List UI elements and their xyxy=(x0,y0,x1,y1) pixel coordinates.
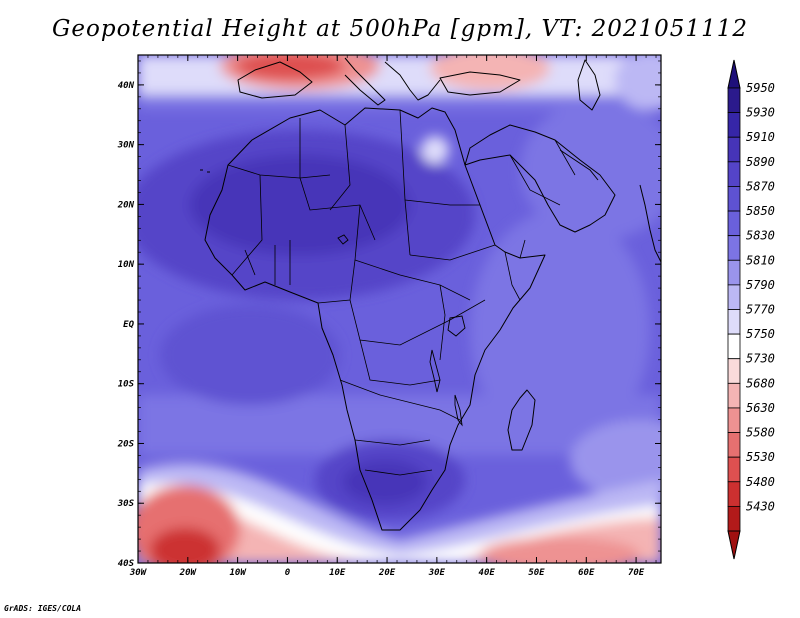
africa-coastline xyxy=(204,107,546,531)
field-high-south-africa-core xyxy=(343,460,427,504)
country-borders xyxy=(227,109,576,476)
lake-malawi xyxy=(454,394,463,427)
colorbar-level-label: 5890 xyxy=(746,155,775,169)
colorbar-top-arrow xyxy=(727,59,741,89)
grads-credit: GrADS: IGES/COLA xyxy=(4,604,82,613)
arabia-coastline xyxy=(464,124,616,233)
field-trough-europe-core xyxy=(235,55,345,80)
colorbar-swatch xyxy=(727,505,741,532)
colorbar-level-label: 5680 xyxy=(746,376,775,390)
iberia-coastline xyxy=(237,61,313,99)
colorbar-level-label: 5790 xyxy=(746,278,775,292)
colorbar-level-label: 5850 xyxy=(746,204,775,218)
colorbar-swatch xyxy=(727,382,741,409)
field-zone-southeast xyxy=(570,420,661,500)
lat-tick-label: 40N xyxy=(118,81,135,91)
lake-tanganyika xyxy=(429,349,441,393)
italy-coastline xyxy=(344,57,386,106)
colorbar-level-label: 5630 xyxy=(746,401,775,415)
colorbar-swatch xyxy=(727,309,741,335)
colorbar-level-label: 5870 xyxy=(746,179,775,193)
lat-tick-label: 20S xyxy=(117,439,135,449)
colorbar-swatch xyxy=(727,407,741,433)
field-high-sahara-core xyxy=(190,155,410,255)
colorbar-swatch xyxy=(727,136,741,163)
caspian-coastline xyxy=(577,59,601,111)
colorbar-bottom-arrow xyxy=(727,530,741,560)
colorbar-level-label: 5770 xyxy=(746,303,775,317)
lat-tick-label: 40S xyxy=(118,559,135,569)
turkey-coastline xyxy=(439,71,521,96)
colorbar: 5950 5930 5910 5890 5870 5850 5830 5810 5790 5770… xyxy=(727,59,775,560)
colorbar-level-label: 5910 xyxy=(746,130,775,144)
colorbar-level-label: 5580 xyxy=(746,426,775,440)
colorbar-level-label: 5950 xyxy=(746,81,775,95)
field-trough-east-med xyxy=(430,55,550,90)
lat-tick-label: 10N xyxy=(118,260,135,270)
lakes xyxy=(337,234,466,427)
colorbar-labels: 5950 5930 5910 5890 5870 5850 5830 5810 5790 5770… xyxy=(746,81,775,513)
lat-ticks: 40N 30N 20N 10N EQ 10S 20S 30S 40S xyxy=(117,81,661,569)
lon-tick-label: 0 xyxy=(285,568,291,578)
lat-tick-label: 30S xyxy=(117,499,135,509)
lake-chad xyxy=(337,234,349,245)
lon-tick-label: 30W xyxy=(129,568,148,578)
lon-tick-label: 60E xyxy=(578,568,595,578)
colorbar-level-label: 5730 xyxy=(746,352,775,366)
colorbar-boxes xyxy=(727,87,741,532)
colorbar-swatch xyxy=(727,259,741,286)
lon-tick-label: 40E xyxy=(479,568,496,578)
field-south-trough-east-mid xyxy=(480,537,640,563)
plot-frame xyxy=(137,54,662,564)
coastline xyxy=(200,57,661,531)
colorbar-swatch xyxy=(727,456,741,483)
colorbar-swatch xyxy=(727,284,741,310)
colorbar-level-label: 5530 xyxy=(746,450,775,464)
lon-tick-label: 50E xyxy=(528,568,545,578)
field-cutoff-egypt xyxy=(421,136,449,164)
lon-tick-label: 10W xyxy=(229,568,247,578)
lon-tick-label: 30E xyxy=(428,568,446,578)
india-west-coastline xyxy=(639,184,661,263)
plot-axes: 40N 30N 20N 10N EQ 10S 20S 30S 40S 30W 20W 10W 0 10E… xyxy=(117,54,662,578)
lat-tick-label: EQ xyxy=(123,320,134,330)
colorbar-swatch xyxy=(727,161,741,187)
lon-tick-label: 70E xyxy=(628,568,645,578)
field-zone-northeast xyxy=(615,55,661,110)
colorbar-level-label: 5750 xyxy=(746,327,775,341)
colorbar-swatch xyxy=(727,235,741,261)
colorbar-level-label: 5830 xyxy=(746,229,775,243)
colorbar-swatch xyxy=(727,210,741,237)
lon-tick-label: 20E xyxy=(378,568,396,578)
madagascar-coastline xyxy=(507,389,536,451)
colorbar-level-label: 5430 xyxy=(746,499,775,513)
lat-tick-label: 30N xyxy=(117,141,135,151)
colorbar-level-label: 5480 xyxy=(746,475,775,489)
field-zone-gulf-guinea xyxy=(160,305,340,405)
canary-islands xyxy=(200,169,210,173)
field-south-trough-west-core xyxy=(150,528,220,563)
colorbar-swatch xyxy=(727,358,741,384)
colorbar-swatch xyxy=(727,112,741,138)
map-title: Geopotential Height at 500hPa [gpm], VT:… xyxy=(52,16,748,42)
colorbar-swatch xyxy=(727,87,741,114)
colorbar-level-label: 5810 xyxy=(746,253,775,267)
lon-tick-label: 10E xyxy=(329,568,346,578)
geopotential-height-field xyxy=(138,55,661,563)
persian-gulf-coastline xyxy=(559,149,599,181)
colorbar-swatch xyxy=(727,186,741,212)
lat-tick-label: 20N xyxy=(117,200,135,210)
colorbar-swatch xyxy=(727,432,741,458)
lat-tick-label: 10S xyxy=(118,380,135,390)
colorbar-level-label: 5930 xyxy=(746,106,775,120)
lon-ticks: 30W 20W 10W 0 10E 20E 30E 40E 50E 60E 70E xyxy=(129,55,645,578)
colorbar-swatch xyxy=(727,481,741,507)
balkans-coastline xyxy=(384,61,441,101)
field-zone-arabia-east xyxy=(520,100,661,240)
field-zone-indian-ocean xyxy=(470,210,650,450)
colorbar-swatch xyxy=(727,333,741,360)
lake-victoria xyxy=(447,315,466,337)
lon-tick-label: 20W xyxy=(179,568,198,578)
